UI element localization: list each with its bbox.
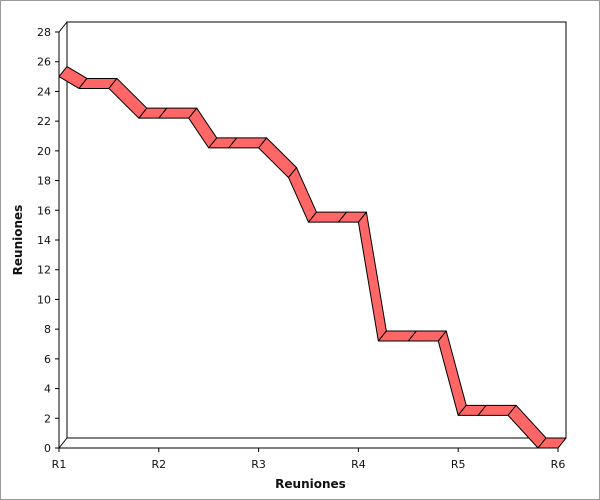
x-tick-label: R1 <box>52 458 67 471</box>
y-tick-label: 20 <box>37 145 51 158</box>
x-tick-label: R3 <box>251 458 266 471</box>
y-tick-label: 28 <box>37 26 51 39</box>
y-tick-label: 2 <box>44 412 51 425</box>
y-tick-label: 10 <box>37 293 51 306</box>
ribbon-segment <box>288 167 317 223</box>
y-tick-label: 26 <box>37 56 51 69</box>
ribbon-segment <box>108 77 148 119</box>
y-tick-label: 16 <box>37 204 51 217</box>
y-tick-label: 14 <box>37 234 51 247</box>
ribbon-segment <box>188 107 218 149</box>
y-tick-label: 4 <box>44 383 51 396</box>
x-tick-label: R2 <box>151 458 166 471</box>
y-tick-label: 24 <box>37 85 51 98</box>
y-tick-label: 8 <box>44 323 51 336</box>
ribbon-segment <box>357 211 387 342</box>
x-axis-title: Reuniones <box>275 477 346 491</box>
frame-depth-top-left <box>58 21 68 33</box>
x-tick-label: R5 <box>451 458 466 471</box>
y-tick-label: 12 <box>37 264 51 277</box>
back-wall <box>66 21 567 439</box>
ribbon-segment <box>437 330 467 416</box>
x-tick-label: R6 <box>551 458 566 471</box>
ribbon-segment <box>507 404 547 449</box>
y-tick-label: 0 <box>44 442 51 455</box>
y-tick-label: 18 <box>37 175 51 188</box>
y-tick-label: 22 <box>37 115 51 128</box>
x-tick-label: R4 <box>351 458 366 471</box>
ribbon-segment <box>258 137 298 179</box>
ribbon-segment <box>537 437 567 449</box>
y-tick-label: 6 <box>44 353 51 366</box>
y-axis-title: Reuniones <box>11 205 25 276</box>
frame-depth-bottom-left <box>58 437 68 449</box>
